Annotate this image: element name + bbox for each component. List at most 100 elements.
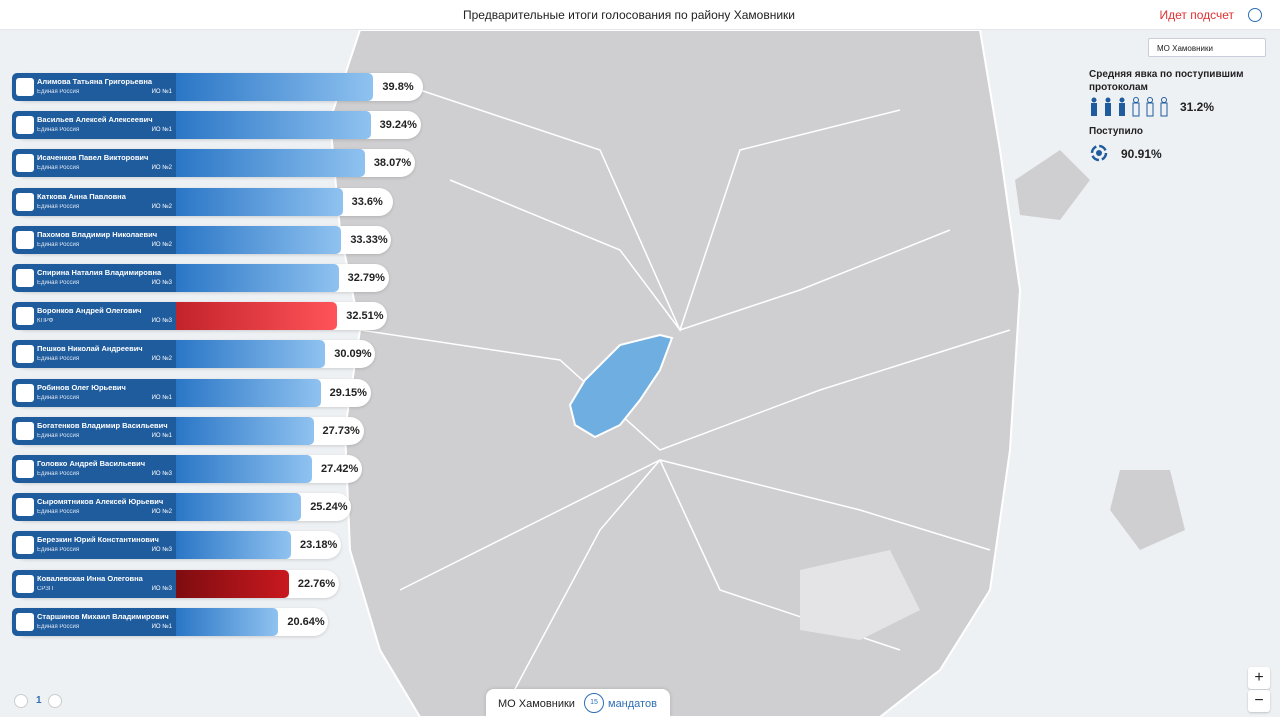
party-logo [16, 307, 34, 326]
candidate-name: Ковалевская Инна Олеговна [37, 573, 143, 583]
party-logo [16, 460, 34, 478]
candidate-district: ИО №2 [151, 203, 172, 210]
candidate-district: ИО №1 [151, 432, 172, 439]
candidate-party: Единая Россия [37, 165, 80, 172]
candidate-row[interactable]: Пахомов Владимир Николаевич Единая Россия… [12, 225, 392, 254]
candidate-row[interactable]: Пешков Николай Андреевич Единая Россия ИО … [12, 340, 376, 369]
turnout-label: Средняя явка по поступившим протоколам [1089, 69, 1244, 93]
result-bar [176, 149, 365, 178]
candidate-party: Единая Россия [37, 509, 80, 516]
party-logo [16, 116, 34, 135]
candidate-panel: Каткова Анна Павловна Единая Россия ИО №2 [12, 187, 176, 216]
candidate-row[interactable]: Исаченков Павел Викторович Единая Россия И… [12, 149, 415, 178]
prev-page[interactable] [14, 694, 28, 708]
map-area [1015, 150, 1090, 220]
map[interactable] [0, 30, 1280, 717]
candidate-row[interactable]: Робинов Олег Юрьевич Единая Россия ИО №1 29… [12, 378, 371, 407]
candidate-party: Единая Россия [37, 280, 80, 286]
candidate-party: Единая Россия [37, 432, 80, 439]
candidate-panel: Васильев Алексей Алексеевич Единая Россия… [12, 111, 176, 140]
candidate-panel: Робинов Олег Юрьевич Единая Россия ИО №1 [12, 378, 176, 407]
result-label: 33.33% [350, 233, 388, 246]
party-logo [16, 383, 34, 402]
result-bar [176, 378, 321, 407]
candidate-district: ИО №3 [151, 471, 172, 477]
candidate-party: Единая Россия [37, 471, 80, 477]
candidate-district: ИО №3 [151, 585, 172, 592]
candidate-party: СРЗП [37, 585, 54, 592]
result-bar [176, 493, 302, 522]
candidate-panel: Старшинов Михаил Владимирович Единая Росс… [12, 607, 176, 636]
candidate-panel: Березкин Юрий Константинович Единая Росси… [12, 531, 176, 560]
candidate-party: Единая Россия [37, 203, 80, 210]
result-bar [176, 302, 338, 331]
candidate-panel: Сыромятников Алексей Юрьевич Единая Росси… [12, 493, 176, 522]
next-page[interactable] [48, 694, 62, 708]
candidate-row[interactable]: Богатенков Владимир Васильевич Единая Рос… [12, 416, 364, 445]
candidate-party: Единая Россия [37, 127, 80, 134]
candidate-district: ИО №1 [151, 394, 172, 401]
result-bar [176, 455, 312, 483]
map-area [800, 550, 920, 640]
map-area [1110, 470, 1185, 550]
result-label: 27.73% [322, 424, 360, 437]
candidate-row[interactable]: Алимова Татьяна Григорьевна Единая Россия… [12, 73, 424, 101]
candidate-district: ИО №1 [151, 127, 172, 134]
turnout-value: 31.2% [1180, 100, 1215, 114]
result-label: 20.64% [287, 615, 325, 628]
footer-district: МО Хамовники [498, 698, 575, 710]
result-label: 33.6% [351, 195, 383, 208]
candidate-name: Исаченков Павел Викторович [37, 153, 149, 163]
candidate-row[interactable]: Каткова Анна Павловна Единая Россия ИО №2 3… [12, 187, 393, 216]
selected-district[interactable] [568, 333, 674, 439]
candidate-name: Сыромятников Алексей Юрьевич [37, 497, 164, 507]
party-logo [16, 536, 34, 555]
candidate-panel: Спирина Наталия Владимировна Единая Росси… [12, 264, 176, 292]
party-logo [16, 230, 34, 249]
turnout-icons [1091, 97, 1168, 117]
candidate-party: Единая Россия [37, 356, 80, 363]
candidate-row[interactable]: Старшинов Михаил Владимирович Единая Росс… [12, 607, 329, 636]
candidate-district: ИО №2 [151, 241, 172, 248]
play-button[interactable] [1248, 8, 1262, 22]
result-label: 25.24% [310, 501, 348, 514]
result-bar [176, 607, 279, 636]
zoom-in[interactable]: + [1248, 667, 1270, 689]
result-bar [176, 569, 289, 598]
candidate-panel: Головко Андрей Васильевич Единая Россия ИО… [12, 455, 176, 483]
candidate-party: Единая Россия [37, 241, 80, 248]
page-number[interactable]: 1 [36, 695, 42, 706]
candidate-row[interactable]: Васильев Алексей Алексеевич Единая Россия… [12, 111, 421, 140]
footer-panel: МО Хамовники 15 мандатов [486, 689, 670, 717]
result-label: 27.42% [321, 463, 359, 475]
party-logo [16, 192, 34, 211]
result-label: 30.09% [334, 348, 372, 361]
candidate-name: Воронков Андрей Олегович [37, 306, 142, 316]
candidate-name: Старшинов Михаил Владимирович [37, 611, 169, 621]
mandates-count: 15 [584, 693, 604, 713]
candidate-row[interactable]: Березкин Юрий Константинович Единая Росси… [12, 531, 341, 560]
candidate-panel: Пахомов Владимир Николаевич Единая Россия… [12, 225, 176, 254]
status[interactable]: Идет подсчет [1159, 8, 1234, 22]
candidate-row[interactable]: Ковалевская Инна Олеговна СРЗП ИО №3 22.76% [12, 569, 339, 598]
zoom-out[interactable]: − [1248, 690, 1270, 712]
candidate-row[interactable]: Спирина Наталия Владимировна Единая Росси… [12, 264, 389, 292]
candidate-row[interactable]: Головко Андрей Васильевич Единая Россия ИО… [12, 455, 362, 483]
candidate-district: ИО №1 [151, 623, 172, 630]
result-bar [176, 531, 291, 560]
candidate-panel: Исаченков Павел Викторович Единая Россия И… [12, 149, 176, 178]
received-value: 90.91% [1121, 147, 1162, 161]
candidate-row[interactable]: Воронков Андрей Олегович КПРФ ИО №3 32.51% [12, 302, 388, 331]
candidate-row[interactable]: Сыромятников Алексей Юрьевич Единая Росси… [12, 493, 352, 522]
result-bar [176, 73, 374, 101]
result-label: 39.24% [379, 119, 417, 132]
candidate-district: ИО №3 [151, 318, 172, 325]
candidate-name: Спирина Наталия Владимировна [37, 268, 162, 277]
district-select[interactable]: МО Хамовники [1148, 38, 1266, 57]
candidate-name: Каткова Анна Павловна [37, 191, 126, 201]
received-label[interactable]: Поступило [1089, 126, 1143, 137]
candidate-name: Робинов Олег Юрьевич [37, 382, 126, 392]
party-logo [16, 78, 34, 96]
